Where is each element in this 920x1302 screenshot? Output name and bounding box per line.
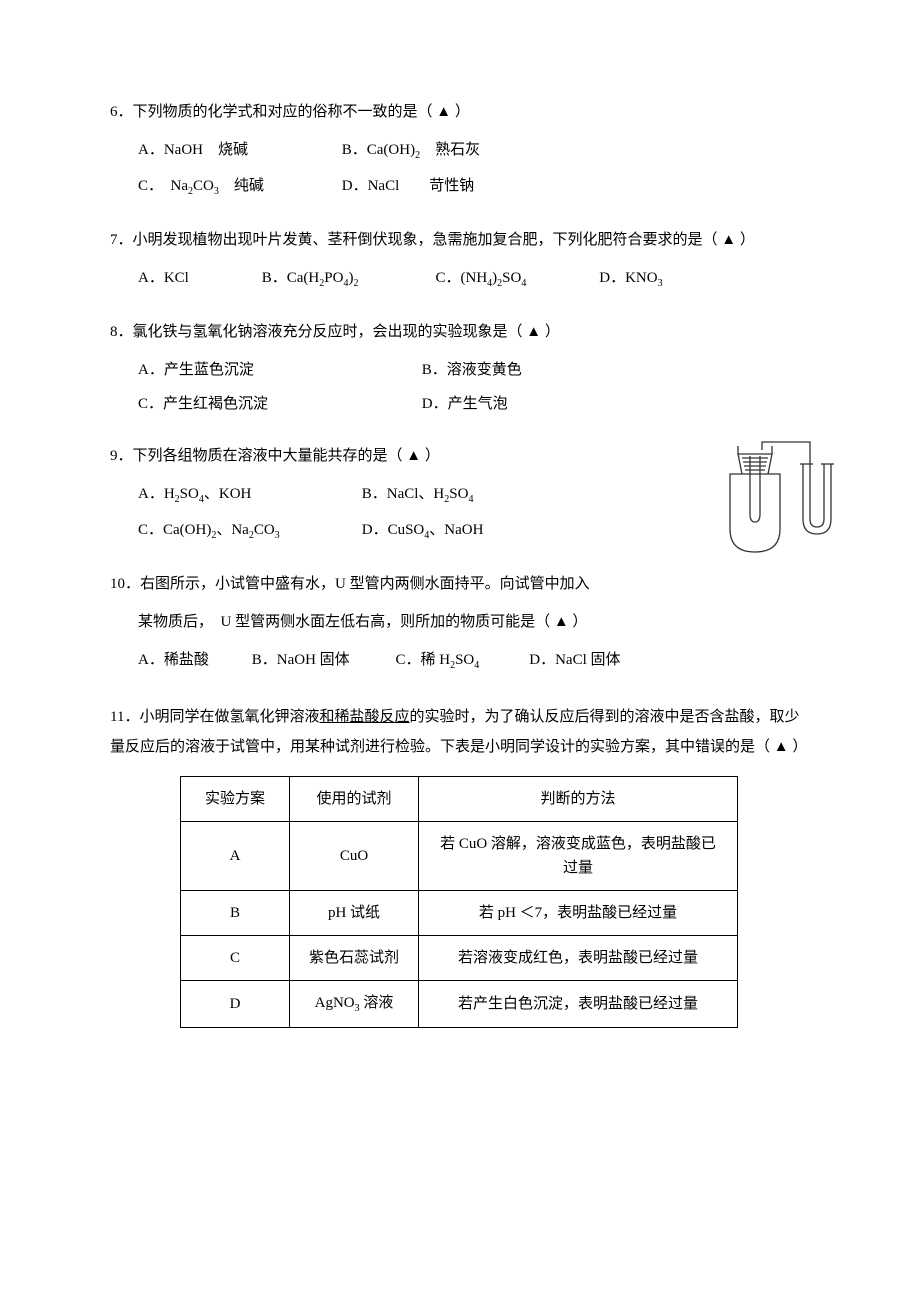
cell-judge-b: 若 pH ＜7，表明盐酸已经过量	[419, 891, 738, 936]
option-9b: B．NaCl、H2SO4	[362, 482, 474, 508]
table-header-row: 实验方案 使用的试剂 判断的方法	[181, 777, 738, 822]
cell-plan-b: B	[181, 891, 290, 936]
header-plan: 实验方案	[181, 777, 290, 822]
question-6: 6．下列物质的化学式和对应的俗称不一致的是（ ▲ ） A．NaOH 烧碱 B．C…	[110, 100, 810, 200]
question-10-options: A．稀盐酸 B．NaOH 固体 C．稀 H2SO4 D．NaCl 固体	[138, 648, 810, 674]
option-9d: D．CuSO4、NaOH	[362, 518, 484, 544]
question-10-line2: 某物质后， U 型管两侧水面左低右高，则所加的物质可能是（ ▲ ）	[138, 610, 810, 634]
option-8c: C．产生红褐色沉淀	[138, 392, 418, 416]
option-6a: A．NaOH 烧碱	[138, 138, 338, 162]
option-6b: B．Ca(OH)2 熟石灰	[342, 138, 480, 164]
cell-reagent-d: AgNO3 溶液	[290, 981, 419, 1028]
experiment-table: 实验方案 使用的试剂 判断的方法 A CuO 若 CuO 溶解，溶液变成蓝色，表…	[180, 776, 738, 1028]
question-11-text: 11．小明同学在做氢氧化钾溶液和稀盐酸反应的实验时，为了确认反应后得到的溶液中是…	[110, 702, 810, 762]
table-row: D AgNO3 溶液 若产生白色沉淀，表明盐酸已经过量	[181, 981, 738, 1028]
option-10c: C．稀 H2SO4	[396, 648, 526, 674]
cell-plan-a: A	[181, 822, 290, 891]
table-row: A CuO 若 CuO 溶解，溶液变成蓝色，表明盐酸已过量	[181, 822, 738, 891]
option-8a: A．产生蓝色沉淀	[138, 358, 418, 382]
question-6-text: 6．下列物质的化学式和对应的俗称不一致的是（ ▲ ）	[110, 100, 810, 124]
table-row: C 紫色石蕊试剂 若溶液变成红色，表明盐酸已经过量	[181, 936, 738, 981]
question-7-options: A．KCl B．Ca(H2PO4)2 C．(NH4)2SO4 D．KNO3	[138, 266, 810, 292]
question-8-options-row1: A．产生蓝色沉淀 B．溶液变黄色	[138, 358, 810, 382]
question-6-options-row2: C． Na2CO3 纯碱 D．NaCl 苛性钠	[138, 174, 810, 200]
option-9c: C．Ca(OH)2、Na2CO3	[138, 518, 358, 544]
table-row: B pH 试纸 若 pH ＜7，表明盐酸已经过量	[181, 891, 738, 936]
header-reagent: 使用的试剂	[290, 777, 419, 822]
question-11: 11．小明同学在做氢氧化钾溶液和稀盐酸反应的实验时，为了确认反应后得到的溶液中是…	[110, 702, 810, 1028]
option-10a: A．稀盐酸	[138, 648, 248, 672]
cell-reagent-c: 紫色石蕊试剂	[290, 936, 419, 981]
option-9a: A．H2SO4、KOH	[138, 482, 358, 508]
question-6-options-row1: A．NaOH 烧碱 B．Ca(OH)2 熟石灰	[138, 138, 810, 164]
question-8-text: 8．氯化铁与氢氧化钠溶液充分反应时，会出现的实验现象是（ ▲ ）	[110, 320, 810, 344]
question-9: 9．下列各组物质在溶液中大量能共存的是（ ▲ ） A．H2SO4、KOH B．N…	[110, 444, 810, 544]
option-6d: D．NaCl 苛性钠	[342, 174, 475, 198]
option-7d: D．KNO3	[599, 266, 662, 292]
question-8-options-row2: C．产生红褐色沉淀 D．产生气泡	[138, 392, 810, 416]
question-7-text: 7．小明发现植物出现叶片发黄、茎秆倒伏现象，急需施加复合肥，下列化肥符合要求的是…	[110, 228, 810, 252]
cell-plan-d: D	[181, 981, 290, 1028]
cell-reagent-b: pH 试纸	[290, 891, 419, 936]
option-7c: C．(NH4)2SO4	[436, 266, 596, 292]
cell-judge-d: 若产生白色沉淀，表明盐酸已经过量	[419, 981, 738, 1028]
cell-reagent-a: CuO	[290, 822, 419, 891]
question-10: 10．右图所示，小试管中盛有水，U 型管内两侧水面持平。向试管中加入 某物质后，…	[110, 572, 810, 674]
question-10-line1: 10．右图所示，小试管中盛有水，U 型管内两侧水面持平。向试管中加入	[110, 572, 810, 596]
question-8: 8．氯化铁与氢氧化钠溶液充分反应时，会出现的实验现象是（ ▲ ） A．产生蓝色沉…	[110, 320, 810, 416]
option-10b: B．NaOH 固体	[252, 648, 392, 672]
option-10d: D．NaCl 固体	[529, 648, 620, 672]
cell-judge-a: 若 CuO 溶解，溶液变成蓝色，表明盐酸已过量	[419, 822, 738, 891]
cell-plan-c: C	[181, 936, 290, 981]
question-7: 7．小明发现植物出现叶片发黄、茎秆倒伏现象，急需施加复合肥，下列化肥符合要求的是…	[110, 228, 810, 292]
option-8b: B．溶液变黄色	[422, 358, 522, 382]
option-7b: B．Ca(H2PO4)2	[262, 266, 432, 292]
header-judge: 判断的方法	[419, 777, 738, 822]
option-6c: C． Na2CO3 纯碱	[138, 174, 338, 200]
apparatus-figure	[700, 434, 850, 564]
option-8d: D．产生气泡	[422, 392, 508, 416]
cell-judge-c: 若溶液变成红色，表明盐酸已经过量	[419, 936, 738, 981]
option-7a: A．KCl	[138, 266, 258, 290]
